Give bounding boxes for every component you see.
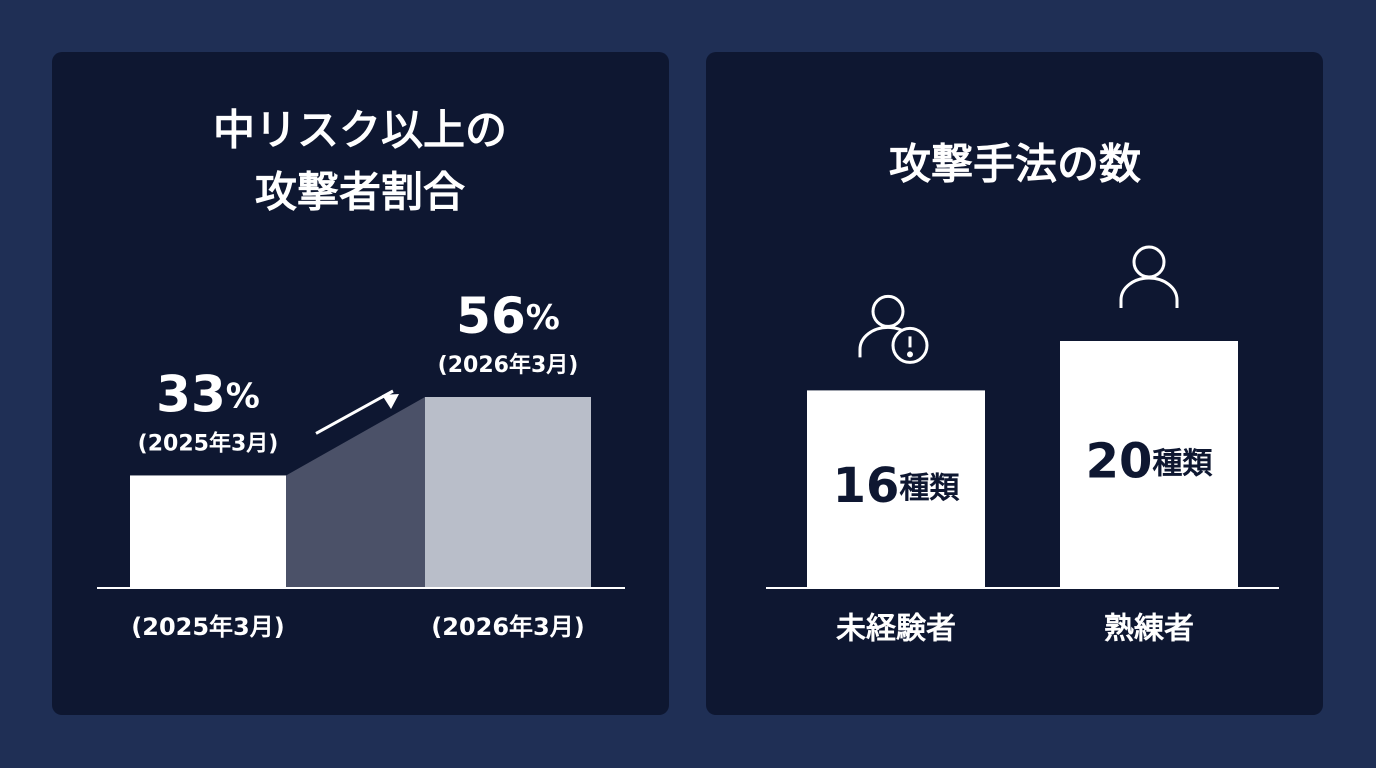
chart-title: 攻撃者割合	[255, 168, 466, 217]
trend-arrow-head	[382, 394, 399, 409]
value-sublabel: (2026年3月)	[438, 352, 579, 378]
bar	[1060, 341, 1238, 588]
value-sublabel: (2025年3月)	[138, 430, 279, 456]
x-tick-label: 熟練者	[1104, 612, 1194, 647]
value-label: 56%	[456, 287, 560, 345]
x-tick-label: (2026年3月)	[431, 613, 584, 641]
value-label: 33%	[156, 365, 260, 423]
connector	[286, 397, 425, 588]
person-icon	[858, 294, 929, 364]
trend-arrow	[315, 389, 394, 435]
chart-title: 中リスク以上の	[213, 106, 507, 155]
bar	[425, 397, 591, 588]
person-icon	[1119, 245, 1179, 308]
x-tick-label: 未経験者	[836, 612, 956, 647]
value-label: 16種類	[833, 458, 961, 514]
bar	[807, 390, 985, 588]
icon-alert-dot	[907, 351, 913, 358]
bar	[130, 475, 286, 588]
icon-body	[1119, 276, 1179, 308]
x-tick-label: (2025年3月)	[131, 613, 284, 641]
chart-title: 攻撃手法の数	[889, 140, 1141, 189]
value-label: 20種類	[1086, 434, 1214, 490]
